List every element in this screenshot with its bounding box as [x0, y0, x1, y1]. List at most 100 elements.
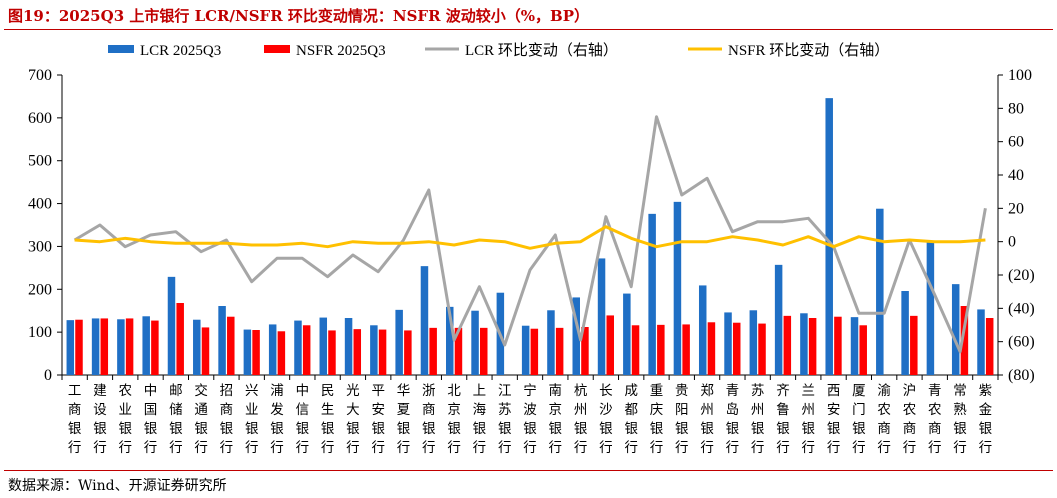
lcr-bar — [117, 319, 125, 375]
x-tick-label: 长沙银行 — [599, 383, 613, 456]
legend: LCR 2025Q3 NSFR 2025Q3 LCR 环比变动（右轴） NSFR 环比… — [108, 42, 889, 59]
x-tick-label: 光大银行 — [346, 383, 360, 456]
left-tick-label: 300 — [28, 238, 52, 255]
nsfr-bar — [732, 322, 741, 375]
lcr-bar — [623, 293, 631, 375]
left-tick-label: 500 — [28, 153, 52, 170]
title-rule — [4, 29, 1053, 30]
lcr-bar — [774, 264, 783, 375]
nsfr-bar — [657, 324, 665, 375]
lcr-bar — [142, 316, 150, 375]
x-tick-label: 浦发银行 — [270, 383, 284, 456]
right-tick-label: (60) — [1008, 334, 1035, 351]
legend-lcr-label: LCR 2025Q3 — [140, 43, 221, 59]
right-tick-label: (80) — [1008, 367, 1035, 384]
x-tick-label: 平安银行 — [371, 383, 385, 456]
nsfr-bar — [227, 316, 235, 375]
lines — [73, 115, 987, 354]
chart-title: 图19：2025Q3 上市银行 LCR/NSFR 环比变动情况：NSFR 波动较… — [8, 7, 589, 25]
right-tick-label: 80 — [1008, 100, 1024, 117]
left-tick-label: 400 — [28, 196, 52, 213]
right-tick-label: 20 — [1008, 200, 1024, 217]
lcr-bar — [572, 297, 580, 375]
lcr-bar — [243, 329, 252, 375]
x-tick-label: 招商银行 — [220, 383, 234, 456]
x-tick-label: 重庆银行 — [650, 383, 664, 456]
x-tick-label: 南京银行 — [549, 383, 563, 456]
x-tick-labels: 工商银行建设银行农业银行中国银行邮储银行交通银行招商银行兴业银行浦发银行中信银行… — [68, 382, 993, 456]
nsfr-bar — [404, 330, 412, 375]
nsfr-bar — [581, 327, 589, 375]
source-note: 数据来源：Wind、开源证券研究所 — [8, 478, 227, 494]
lcr-bar — [446, 306, 454, 375]
nsfr-bar — [631, 325, 640, 375]
lcr-bar — [800, 313, 808, 375]
left-tick-label: 0 — [44, 367, 52, 384]
nsfr-bar — [480, 327, 488, 375]
right-tick-label: (40) — [1008, 300, 1035, 317]
nsfr-bar — [100, 318, 109, 375]
nsfr-bar — [960, 306, 969, 375]
footer-rule — [4, 470, 1053, 471]
lcr-bar — [471, 310, 479, 375]
left-tick-label: 600 — [28, 110, 52, 127]
nsfr-bar — [707, 322, 716, 375]
nsfr-bar — [201, 327, 210, 375]
legend-nsfr-change-label: NSFR 环比变动（右轴） — [728, 42, 889, 59]
lcr-bar — [926, 242, 935, 375]
lcr-bar — [951, 284, 960, 375]
lcr-bar — [547, 310, 555, 375]
x-tick-label: 厦门银行 — [852, 383, 866, 456]
nsfr-bar — [758, 323, 766, 375]
lcr-bar — [395, 309, 403, 375]
lcr-bar — [648, 213, 656, 375]
lcr-bar — [218, 306, 226, 375]
right-tick-label: 100 — [1008, 67, 1032, 84]
x-tick-label: 青岛银行 — [726, 383, 740, 456]
lcr-bar — [749, 310, 758, 375]
lcr-bar — [420, 266, 429, 375]
nsfr-bar — [176, 303, 184, 375]
left-tick-label: 100 — [28, 324, 52, 341]
x-tick-label: 宁波银行 — [523, 382, 537, 456]
nsfr-bar — [429, 327, 437, 375]
x-tick-label: 青农商行 — [928, 383, 942, 456]
x-tick-label: 农业银行 — [118, 383, 132, 456]
lcr-bar — [268, 324, 277, 375]
lcr-bar — [370, 325, 378, 375]
nsfr-bar — [530, 328, 539, 375]
legend-nsfr-label: NSFR 2025Q3 — [296, 43, 386, 59]
nsfr-bar — [378, 329, 387, 375]
x-tick-label: 苏州银行 — [751, 383, 765, 456]
lcr-bar — [167, 276, 176, 375]
x-tick-label: 杭州银行 — [574, 383, 588, 456]
lcr-bar — [977, 309, 985, 375]
nsfr-bar — [859, 325, 867, 375]
x-tick-label: 兴业银行 — [245, 383, 259, 456]
nsfr-bar — [985, 318, 994, 375]
x-tick-label: 齐鲁银行 — [776, 383, 790, 456]
x-tick-label: 中信银行 — [296, 383, 310, 456]
x-tick-label: 中国银行 — [144, 383, 158, 456]
nsfr-bar — [302, 325, 311, 375]
nsfr-bar — [328, 330, 336, 375]
nsfr-bar — [555, 327, 564, 375]
lcr-bar — [344, 318, 353, 375]
lcr-bar — [698, 285, 707, 375]
nsfr-bar — [353, 329, 362, 375]
lcr-bar — [66, 320, 75, 375]
lcr-change-line — [73, 115, 987, 354]
x-tick-label: 渝农商行 — [877, 383, 891, 456]
left-tick-label: 200 — [28, 281, 52, 298]
right-tick-label: 60 — [1008, 134, 1024, 151]
lcr-bar — [294, 320, 302, 375]
x-tick-label: 紫金银行 — [979, 383, 993, 456]
nsfr-change-line — [74, 225, 986, 250]
nsfr-bar — [910, 315, 918, 375]
lcr-bar — [521, 325, 530, 375]
lcr-bar — [673, 201, 682, 375]
x-tick-label: 建设银行 — [93, 383, 107, 456]
lcr-bar — [876, 208, 884, 375]
right-tick-label: (20) — [1008, 267, 1035, 284]
